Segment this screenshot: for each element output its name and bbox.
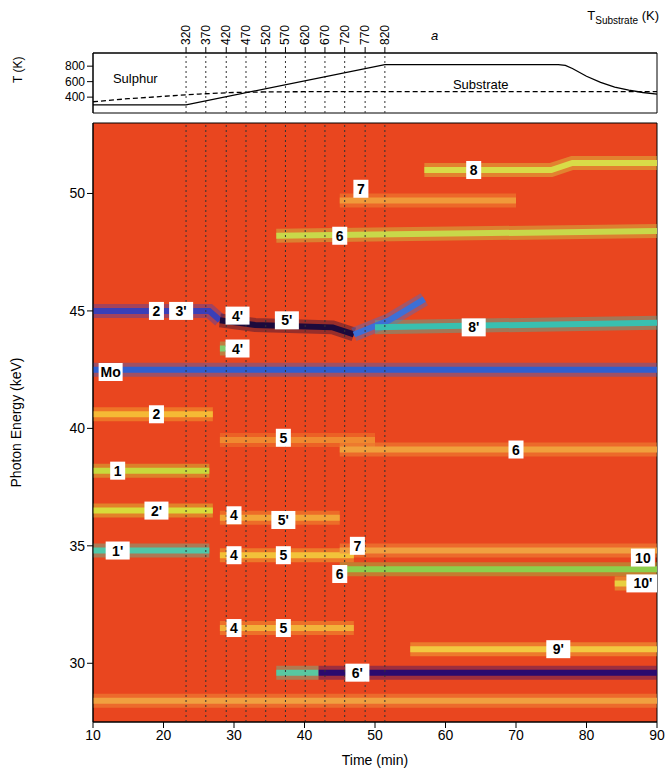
html-text:TSubstrate (K): TSubstrate (K): [587, 8, 659, 26]
svg-text:600: 600: [65, 75, 85, 89]
svg-text:4: 4: [230, 507, 238, 523]
svg-text:10: 10: [85, 727, 101, 743]
svg-text:620: 620: [298, 25, 312, 45]
svg-text:10: 10: [635, 550, 651, 566]
svg-text:4: 4: [230, 620, 238, 636]
svg-text:5': 5': [281, 312, 292, 328]
svg-text:370: 370: [199, 25, 213, 45]
svg-text:4: 4: [230, 547, 238, 563]
svg-text:30: 30: [69, 655, 85, 671]
svg-text:4': 4': [232, 308, 243, 324]
svg-text:2: 2: [153, 406, 161, 422]
svg-text:80: 80: [579, 727, 595, 743]
svg-text:5: 5: [279, 547, 287, 563]
svg-text:T (K): T (K): [11, 57, 25, 83]
svg-text:5: 5: [279, 430, 287, 446]
svg-text:50: 50: [367, 727, 383, 743]
svg-text:10': 10': [633, 575, 652, 591]
svg-text:6: 6: [336, 566, 344, 582]
svg-text:40: 40: [69, 420, 85, 436]
html-text:a: a: [430, 28, 439, 43]
svg-text:2': 2': [151, 503, 162, 519]
svg-text:8': 8': [468, 319, 479, 335]
svg-text:420: 420: [219, 25, 233, 45]
svg-text:520: 520: [259, 25, 273, 45]
svg-text:800: 800: [65, 59, 85, 73]
svg-text:6': 6': [352, 665, 363, 681]
svg-text:45: 45: [69, 303, 85, 319]
svg-text:670: 670: [318, 25, 332, 45]
svg-text:60: 60: [438, 727, 454, 743]
svg-text:5: 5: [279, 620, 287, 636]
svg-text:7: 7: [357, 181, 365, 197]
svg-text:6: 6: [336, 228, 344, 244]
svg-text:1': 1': [112, 543, 123, 559]
svg-text:8: 8: [470, 162, 478, 178]
svg-text:6: 6: [512, 442, 520, 458]
svg-text:320: 320: [179, 25, 193, 45]
svg-text:90: 90: [649, 727, 665, 743]
svg-text:770: 770: [358, 25, 372, 45]
svg-text:Photon Energy (keV): Photon Energy (keV): [8, 358, 24, 488]
svg-text:40: 40: [297, 727, 313, 743]
svg-text:9': 9': [553, 641, 564, 657]
svg-text:820: 820: [378, 25, 392, 45]
svg-text:4': 4': [232, 341, 243, 357]
svg-text:1: 1: [114, 463, 122, 479]
svg-text:30: 30: [226, 727, 242, 743]
svg-text:5': 5': [278, 512, 289, 528]
svg-text:Mo: Mo: [101, 364, 121, 380]
svg-text:470: 470: [239, 25, 253, 45]
svg-text:70: 70: [508, 727, 524, 743]
svg-text:Sulphur: Sulphur: [113, 71, 158, 86]
svg-text:400: 400: [65, 90, 85, 104]
svg-text:720: 720: [338, 25, 352, 45]
svg-text:Time (min): Time (min): [342, 752, 408, 768]
svg-text:35: 35: [69, 538, 85, 554]
svg-text:50: 50: [69, 185, 85, 201]
svg-text:20: 20: [156, 727, 172, 743]
svg-text:7: 7: [353, 538, 361, 554]
svg-text:3': 3': [176, 303, 187, 319]
svg-text:2: 2: [153, 303, 161, 319]
svg-text:570: 570: [278, 25, 292, 45]
svg-text:Substrate: Substrate: [453, 77, 509, 92]
